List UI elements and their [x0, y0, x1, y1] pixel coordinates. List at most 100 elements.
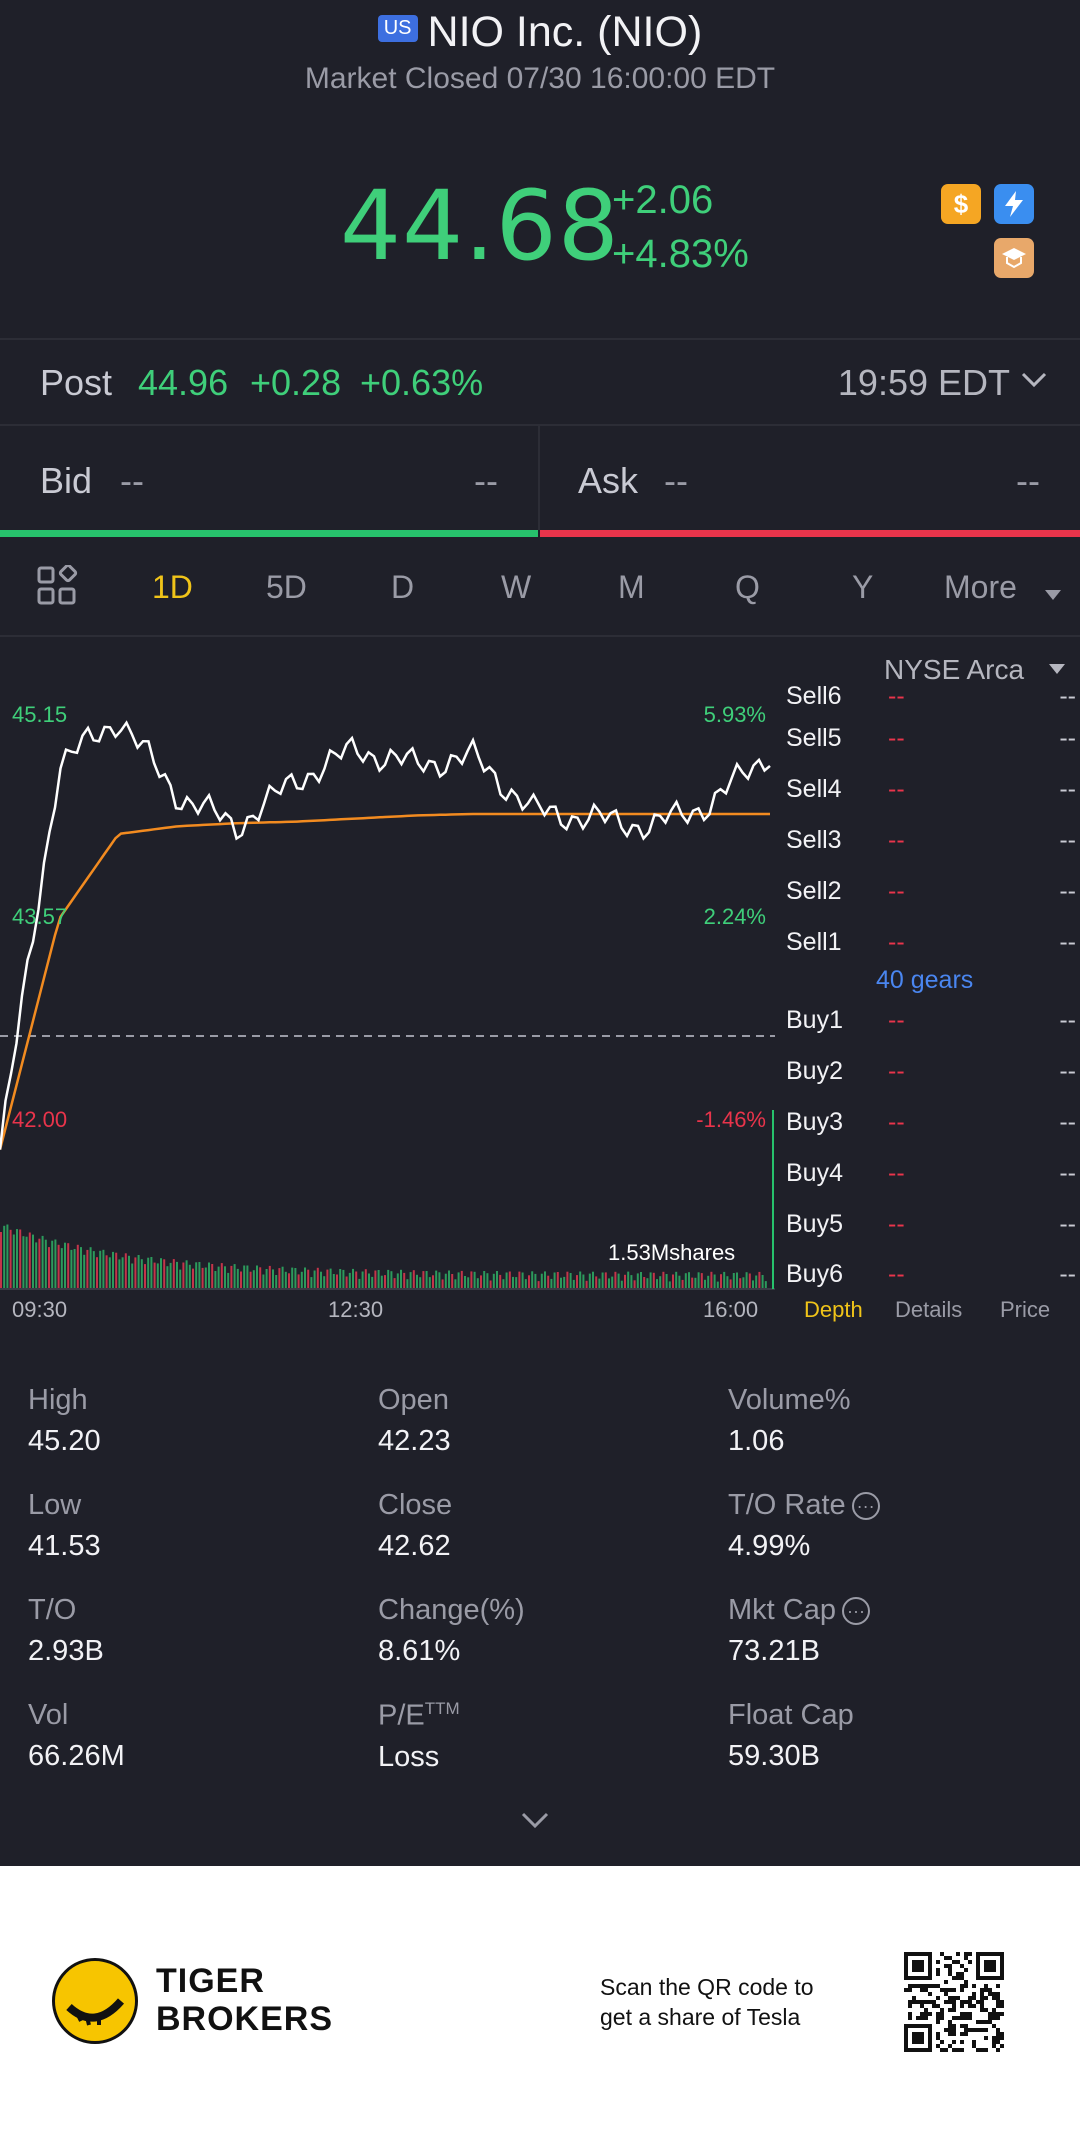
- qr-module: [948, 1988, 952, 1992]
- qr-module: [992, 2044, 996, 2048]
- qr-module: [908, 1988, 912, 1992]
- stat-label-row: P/ETTM: [378, 1699, 708, 1733]
- volume-bar: [518, 1271, 521, 1288]
- volume-bar: [105, 1255, 108, 1288]
- volume-bar: [256, 1265, 258, 1288]
- volume-bar: [636, 1273, 639, 1288]
- qr-module: [964, 2024, 968, 2028]
- sell-row: Sell4 -- --: [786, 775, 1076, 809]
- intraday-chart[interactable]: 45.15 43.57 42.00 5.93% 2.24% -1.46% 1.5…: [0, 640, 780, 1300]
- more-info-icon[interactable]: ···: [851, 1492, 880, 1521]
- tab-depth[interactable]: Depth: [804, 1297, 863, 1322]
- dollar-icon[interactable]: $: [941, 184, 981, 224]
- tab-details[interactable]: Details: [895, 1297, 963, 1322]
- qr-module: [936, 2044, 940, 2048]
- depth-price: --: [888, 775, 905, 803]
- post-market-row[interactable]: Post 44.96 +0.28 +0.63% 19:59 EDT: [0, 338, 1080, 426]
- qr-module: [912, 2000, 916, 2004]
- volume-bar: [691, 1277, 694, 1288]
- stat-label-row: T/O Rate ···: [728, 1489, 1058, 1522]
- depth-size: --: [1059, 724, 1076, 752]
- price-line: [0, 720, 771, 1150]
- volume-bar: [345, 1276, 348, 1288]
- qr-module: [956, 2016, 960, 2020]
- qr-module: [1000, 2004, 1004, 2008]
- volume-bar: [358, 1278, 361, 1288]
- qr-module: [936, 2032, 940, 2036]
- lightning-icon[interactable]: [994, 184, 1034, 224]
- tab-price[interactable]: Price: [1000, 1297, 1051, 1322]
- volume-bar: [246, 1265, 249, 1288]
- qr-module: [968, 2016, 972, 2020]
- volume-bar: [377, 1270, 380, 1288]
- qr-module: [976, 2028, 980, 2032]
- qr-module: [972, 1984, 976, 1988]
- tab-d[interactable]: D: [391, 569, 415, 605]
- chevron-down-icon[interactable]: [1020, 364, 1048, 398]
- qr-module: [928, 1984, 932, 1988]
- more-dropdown-icon[interactable]: [1044, 573, 1062, 610]
- volume-bar: [361, 1271, 364, 1288]
- chart-canvas[interactable]: [0, 640, 780, 1300]
- depth-size: --: [1059, 1006, 1076, 1034]
- volume-bar: [112, 1251, 114, 1288]
- depth-label: Sell5: [786, 724, 842, 752]
- qr-module: [912, 1984, 916, 1988]
- stat-high: High 45.20: [28, 1384, 358, 1458]
- depth-gears-link[interactable]: 40 gears: [876, 966, 974, 994]
- volume-bar: [454, 1279, 457, 1288]
- tab-1d[interactable]: 1D: [152, 569, 193, 605]
- tab-5d[interactable]: 5D: [266, 569, 307, 605]
- volume-bar: [678, 1275, 681, 1288]
- depth-price: --: [888, 1260, 905, 1288]
- qr-module: [920, 2012, 924, 2016]
- more-info-icon[interactable]: ···: [841, 1597, 870, 1626]
- chart-layout-icon[interactable]: [36, 563, 78, 615]
- depth-price: --: [888, 1159, 905, 1187]
- post-price: 44.96: [138, 362, 229, 403]
- volume-bar: [524, 1279, 527, 1288]
- qr-module: [940, 2040, 944, 2044]
- volume-bar: [758, 1271, 761, 1288]
- qr-module: [936, 1996, 940, 2000]
- qr-module: [920, 1984, 924, 1988]
- volume-bar: [515, 1277, 518, 1288]
- volume-bar: [633, 1280, 636, 1288]
- qr-module: [996, 2016, 1000, 2020]
- stat-label: Close: [378, 1489, 453, 1521]
- stat-label: T/O: [28, 1594, 77, 1626]
- bid-ask-bar: Bid -- -- Ask -- --: [0, 426, 1080, 530]
- buy-row: Buy3 -- --: [786, 1108, 1076, 1142]
- tab-y[interactable]: Y: [852, 569, 874, 605]
- volume-bar: [233, 1264, 236, 1288]
- volume-bar: [44, 1239, 47, 1288]
- volume-bar: [73, 1249, 76, 1288]
- volume-bar: [483, 1271, 486, 1288]
- expand-stats-chevron-icon[interactable]: [520, 1800, 550, 1839]
- education-icon[interactable]: [994, 238, 1034, 278]
- qr-module: [960, 2032, 964, 2036]
- volume-bar: [35, 1242, 38, 1288]
- tab-q[interactable]: Q: [735, 569, 760, 605]
- volume-bar: [25, 1236, 28, 1288]
- post-change: +0.28: [250, 362, 342, 403]
- exchange-selector[interactable]: NYSE Arca: [884, 654, 1025, 685]
- volume-bar: [294, 1268, 297, 1288]
- qr-module: [956, 1960, 960, 1964]
- volume-bar: [374, 1270, 377, 1288]
- tab-m[interactable]: M: [618, 569, 645, 605]
- volume-bar: [531, 1271, 534, 1288]
- qr-module: [936, 1972, 940, 1976]
- depth-price: --: [888, 928, 905, 956]
- qr-module: [988, 1992, 992, 1996]
- qr-finder-module: [984, 1960, 996, 1972]
- qr-module: [948, 1972, 952, 1976]
- tab-w[interactable]: W: [501, 569, 532, 605]
- exchange-dropdown-icon[interactable]: [1048, 662, 1066, 681]
- qr-module: [964, 1952, 968, 1956]
- volume-bar: [371, 1276, 374, 1288]
- volume-bar: [614, 1271, 617, 1288]
- volume-bar: [726, 1276, 729, 1288]
- volume-bar: [249, 1271, 252, 1288]
- tab-more[interactable]: More: [944, 569, 1017, 605]
